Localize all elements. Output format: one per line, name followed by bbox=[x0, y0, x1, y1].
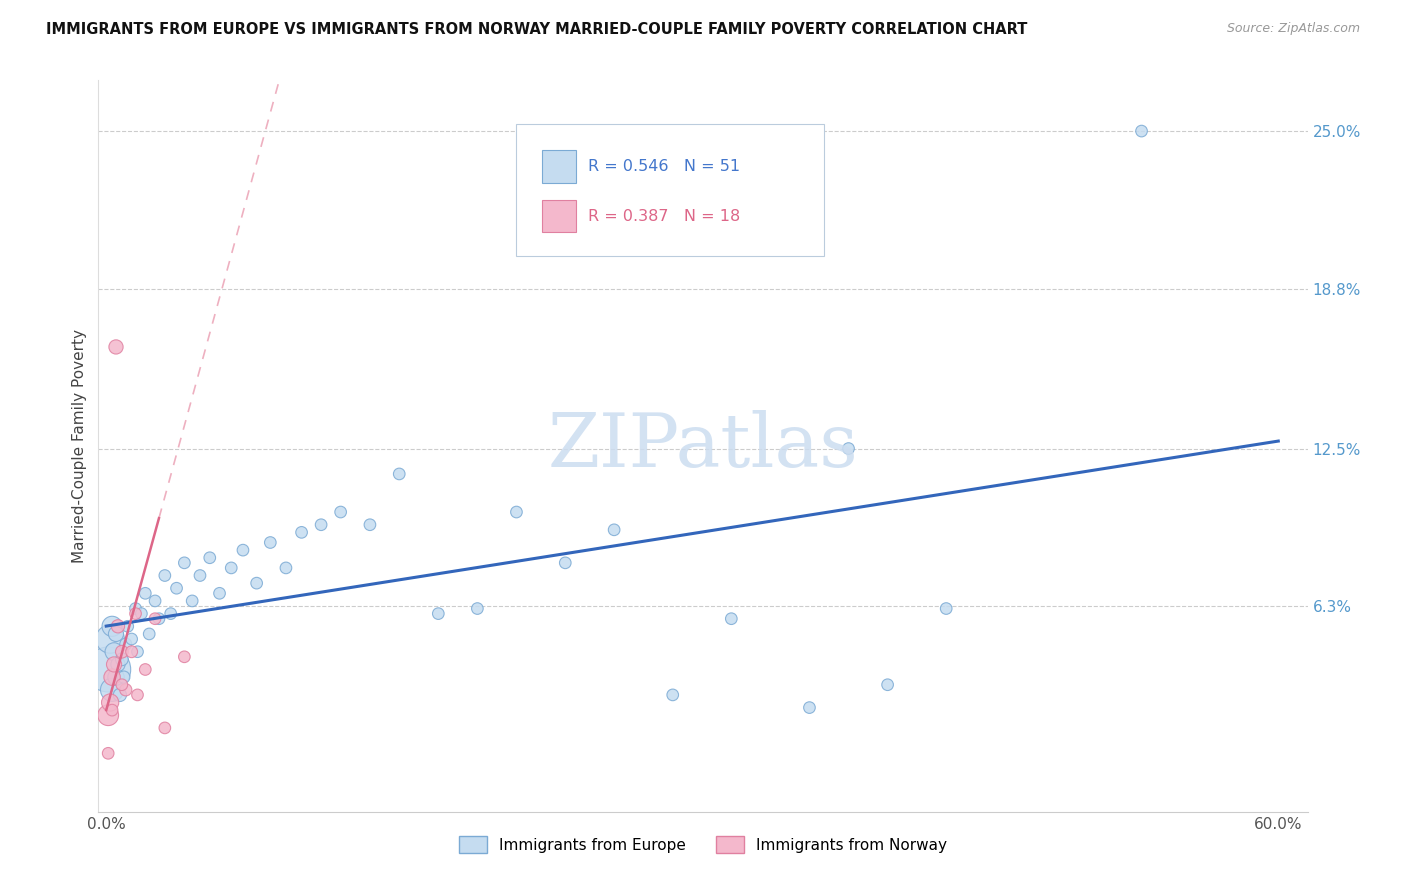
Point bbox=[103, 645, 125, 659]
Text: R = 0.387   N = 18: R = 0.387 N = 18 bbox=[588, 209, 741, 224]
Point bbox=[554, 556, 576, 570]
Point bbox=[876, 678, 898, 692]
Text: R = 0.546   N = 51: R = 0.546 N = 51 bbox=[588, 159, 740, 174]
Text: IMMIGRANTS FROM EUROPE VS IMMIGRANTS FROM NORWAY MARRIED-COUPLE FAMILY POVERTY C: IMMIGRANTS FROM EUROPE VS IMMIGRANTS FRO… bbox=[46, 22, 1028, 37]
Point bbox=[124, 607, 146, 621]
Point bbox=[181, 594, 204, 608]
Point bbox=[111, 652, 134, 666]
Point bbox=[208, 586, 231, 600]
Point bbox=[103, 657, 125, 672]
Point bbox=[359, 517, 381, 532]
Point bbox=[98, 632, 121, 646]
Point bbox=[107, 619, 129, 633]
Point bbox=[232, 543, 254, 558]
Point bbox=[427, 607, 450, 621]
Point bbox=[134, 586, 156, 600]
Point bbox=[114, 682, 136, 697]
Text: ZIPatlas: ZIPatlas bbox=[547, 409, 859, 483]
Point bbox=[173, 649, 195, 664]
Point bbox=[246, 576, 269, 591]
Point bbox=[127, 645, 149, 659]
Point bbox=[505, 505, 527, 519]
Point bbox=[138, 627, 160, 641]
Point bbox=[838, 442, 860, 456]
Point bbox=[97, 708, 120, 723]
Point bbox=[121, 645, 143, 659]
Point bbox=[259, 535, 281, 549]
Point bbox=[111, 645, 134, 659]
Point bbox=[467, 601, 489, 615]
Point bbox=[661, 688, 683, 702]
Point bbox=[188, 568, 211, 582]
Point bbox=[329, 505, 352, 519]
Point bbox=[101, 682, 124, 697]
Point bbox=[153, 568, 176, 582]
Point bbox=[198, 550, 221, 565]
Point bbox=[124, 601, 146, 615]
Point bbox=[219, 561, 242, 575]
Point bbox=[97, 747, 120, 761]
Point bbox=[127, 688, 149, 702]
Point bbox=[134, 663, 156, 677]
Point bbox=[720, 612, 742, 626]
Point bbox=[108, 688, 131, 702]
FancyBboxPatch shape bbox=[543, 150, 576, 183]
Point bbox=[121, 632, 143, 646]
Y-axis label: Married-Couple Family Poverty: Married-Couple Family Poverty bbox=[72, 329, 87, 563]
Point bbox=[274, 561, 297, 575]
Point bbox=[111, 678, 134, 692]
Point bbox=[117, 619, 139, 633]
Point bbox=[114, 637, 136, 651]
Point bbox=[148, 612, 170, 626]
Point bbox=[1130, 124, 1153, 138]
Point bbox=[131, 607, 153, 621]
Legend: Immigrants from Europe, Immigrants from Norway: Immigrants from Europe, Immigrants from … bbox=[453, 830, 953, 859]
Point bbox=[290, 525, 312, 540]
Point bbox=[166, 581, 188, 595]
Point bbox=[603, 523, 626, 537]
Point bbox=[799, 700, 821, 714]
Point bbox=[173, 556, 195, 570]
Point bbox=[143, 612, 166, 626]
Point bbox=[309, 517, 332, 532]
Point bbox=[98, 696, 121, 710]
FancyBboxPatch shape bbox=[516, 124, 824, 256]
Point bbox=[101, 703, 124, 717]
Point bbox=[107, 657, 129, 672]
Point bbox=[105, 340, 128, 354]
Point bbox=[159, 607, 181, 621]
Point bbox=[112, 670, 135, 684]
Point bbox=[105, 670, 128, 684]
Point bbox=[153, 721, 176, 735]
Point bbox=[143, 594, 166, 608]
Point bbox=[101, 619, 124, 633]
Point bbox=[935, 601, 957, 615]
Point bbox=[97, 663, 120, 677]
Point bbox=[388, 467, 411, 481]
Point bbox=[105, 627, 128, 641]
Text: Source: ZipAtlas.com: Source: ZipAtlas.com bbox=[1226, 22, 1360, 36]
FancyBboxPatch shape bbox=[543, 200, 576, 233]
Point bbox=[101, 670, 124, 684]
